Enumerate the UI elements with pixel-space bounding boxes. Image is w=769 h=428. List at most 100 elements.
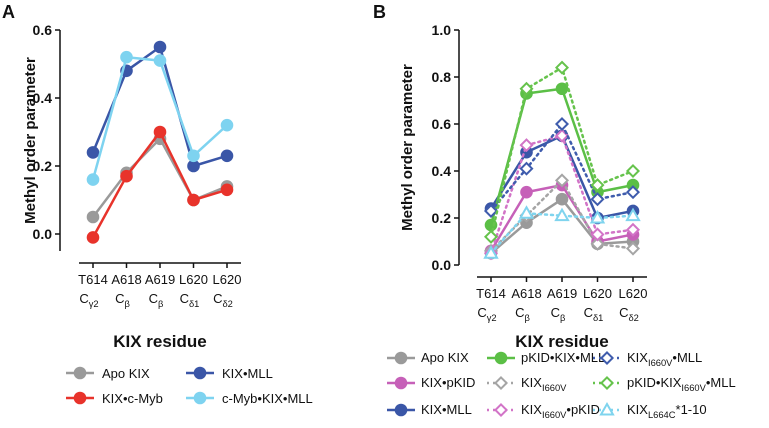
legend-label: Apo KIX xyxy=(102,366,150,381)
legend-label-sub: I660V xyxy=(681,383,706,393)
legend-item: c-Myb•KIX•MLL xyxy=(186,391,313,406)
series-kix-l664c-1-10 xyxy=(483,205,641,259)
x-tick-label-atom: Cβ xyxy=(551,305,566,323)
legend-marker xyxy=(193,391,207,405)
data-point xyxy=(625,241,641,256)
x-tick-label-atom-main: C xyxy=(584,305,593,320)
legend-marker xyxy=(494,351,508,365)
x-tick-label-atom-main: C xyxy=(619,305,628,320)
data-point xyxy=(220,149,234,163)
legend-label: pKID•KIX•MLL xyxy=(521,350,605,365)
y-tick-label: 0.6 xyxy=(432,116,452,132)
legend-label-sub: I660V xyxy=(542,383,567,393)
y-tick-label: 0.0 xyxy=(432,257,452,273)
legend-label-suffix: •MLL xyxy=(706,375,736,390)
legend-label-suffix: •MLL xyxy=(672,350,702,365)
legend-marker xyxy=(73,366,87,380)
y-tick-label: 0.2 xyxy=(33,158,53,174)
series-kix-i660v-mll xyxy=(483,116,641,218)
data-point xyxy=(86,146,100,159)
x-tick-label-residue: A618 xyxy=(111,272,141,287)
x-tick-label-atom-main: C xyxy=(180,291,189,306)
data-point xyxy=(519,161,534,176)
x-tick-label-atom: Cγ2 xyxy=(477,305,496,323)
legend-item: KIX•c-Myb xyxy=(66,391,163,406)
data-point xyxy=(555,192,569,206)
legend-marker xyxy=(73,391,87,405)
x-tick-label-atom-main: C xyxy=(477,305,486,320)
x-tick-label-atom: Cδ1 xyxy=(180,291,200,309)
x-tick-label-atom-sub: γ2 xyxy=(487,313,497,323)
legend-marker xyxy=(599,401,615,416)
legend-marker xyxy=(394,351,408,365)
data-point xyxy=(483,245,499,259)
panel-A: A 0.0 0.2 0.4 0.6 Methyl order parameter T614 C… xyxy=(2,2,241,351)
data-point xyxy=(483,203,499,218)
legend-label-main: KIX xyxy=(627,402,648,417)
legend-label: KIXI660V•pKID xyxy=(521,402,600,420)
data-point xyxy=(590,236,605,251)
x-tick-label-atom-sub: β xyxy=(560,313,565,323)
legend-label-suffix: *1-10 xyxy=(676,402,707,417)
x-tick-label-atom-sub: β xyxy=(125,299,130,309)
y-tick-label: 0.6 xyxy=(33,22,53,38)
data-point xyxy=(220,183,234,197)
x-tick-label-atom-sub: δ1 xyxy=(189,299,199,309)
data-point xyxy=(153,125,167,139)
x-tick-label-atom: Cγ2 xyxy=(79,291,98,309)
legend-label: KIX•MLL xyxy=(421,402,472,417)
legend-item: KIX•MLL xyxy=(186,366,273,381)
y-tick-label: 0.4 xyxy=(432,163,452,179)
x-tick-label-atom-sub: β xyxy=(158,299,163,309)
legend-label-suffix: •pKID xyxy=(566,402,599,417)
data-point xyxy=(518,205,535,219)
legend-marker xyxy=(193,366,207,380)
legend-label-main: pKID•KIX xyxy=(627,375,682,390)
data-point xyxy=(86,173,100,186)
series-pkid-kix-i660v-mll xyxy=(483,60,641,244)
legend-label-main: KIX xyxy=(521,375,542,390)
x-tick-label-residue: A619 xyxy=(547,286,577,301)
x-tick-label-atom-sub: δ2 xyxy=(222,299,232,309)
x-tick-label-atom-sub: β xyxy=(525,313,530,323)
legend-marker xyxy=(394,403,408,417)
data-point xyxy=(153,40,167,54)
series-line xyxy=(91,137,229,219)
legend-item: pKID•KIXI660V•MLL xyxy=(593,375,736,393)
legend-panel-A: Apo KIX KIX•c-Myb KIX•MLL c-Myb•KIX•MLL xyxy=(66,366,313,406)
data-point xyxy=(554,173,570,188)
y-tick-label: 0.4 xyxy=(33,90,53,106)
y-tick-label: 0.0 xyxy=(33,226,53,242)
legend-item: KIXI660V xyxy=(487,375,567,393)
legend-label: pKID•KIXI660V•MLL xyxy=(627,375,736,393)
x-tick-label-atom: Cβ xyxy=(115,291,130,309)
data-point xyxy=(625,163,641,179)
data-point xyxy=(187,193,200,207)
x-tick-label-atom-main: C xyxy=(115,291,124,306)
data-point xyxy=(483,229,499,244)
series-line xyxy=(91,130,229,239)
data-point xyxy=(153,54,167,67)
data-point xyxy=(589,209,606,224)
x-tick-label-atom: Cβ xyxy=(515,305,530,323)
series-apo-kix xyxy=(484,192,640,260)
x-tick-label-atom: Cδ2 xyxy=(619,305,639,323)
x-tick-label-atom: Cδ2 xyxy=(213,291,233,309)
x-tick-label-residue: T614 xyxy=(78,272,108,287)
data-point xyxy=(187,149,200,163)
x-tick-label-atom-sub: δ2 xyxy=(628,313,638,323)
data-point xyxy=(520,185,533,199)
x-tick-label-residue: A619 xyxy=(145,272,175,287)
legend-label-sub: I660V xyxy=(648,358,673,368)
data-point xyxy=(519,138,534,153)
legend-label: KIX•pKID xyxy=(421,375,475,390)
legend-label: KIX•c-Myb xyxy=(102,391,163,406)
x-tick-label-residue: L620 xyxy=(619,286,648,301)
data-point xyxy=(625,207,641,222)
panel-letter: A xyxy=(2,2,15,22)
x-tick-label-atom-main: C xyxy=(551,305,560,320)
data-point xyxy=(519,81,534,96)
y-tick-label: 0.8 xyxy=(432,69,452,85)
panel-letter: B xyxy=(373,2,386,22)
